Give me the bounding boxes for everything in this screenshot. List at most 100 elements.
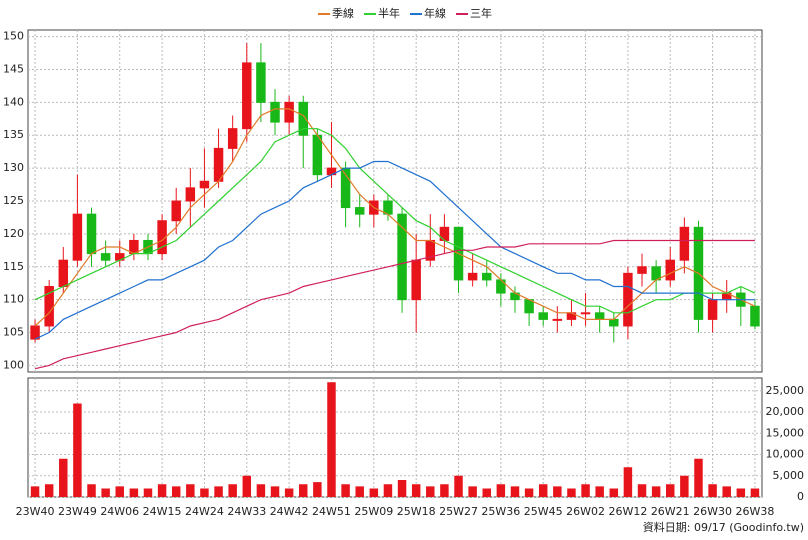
candle-body — [580, 312, 591, 315]
x-tick-label: 24W51 — [312, 505, 351, 518]
volume-bar — [510, 486, 520, 497]
volume-bar — [609, 488, 619, 497]
candle-body — [72, 213, 83, 261]
volume-bar — [115, 486, 124, 497]
volume-bar — [270, 486, 280, 497]
volume-bar — [397, 480, 407, 497]
candle-body — [679, 226, 690, 261]
y-tick-label: 120 — [3, 227, 24, 240]
y-tick-label: 140 — [3, 95, 24, 108]
volume-tick-label: 20,000 — [766, 405, 805, 418]
volume-bar — [524, 488, 534, 497]
candle-body — [623, 272, 633, 327]
volume-bar — [581, 484, 590, 497]
volume-bar — [736, 488, 746, 497]
volume-bar — [708, 484, 717, 497]
volume-bar — [101, 488, 110, 497]
volume-bar — [284, 488, 294, 497]
candle-body — [227, 128, 238, 149]
x-tick-label: 24W33 — [227, 505, 266, 518]
volume-tick-label: 15,000 — [766, 426, 805, 439]
candle-body — [707, 299, 718, 320]
volume-bar — [383, 484, 393, 497]
volume-frame — [27, 377, 763, 498]
volume-tick-label: 10,000 — [766, 448, 805, 461]
x-tick-label: 26W30 — [693, 505, 732, 518]
volume-bar — [496, 484, 506, 497]
volume-bar — [651, 486, 661, 497]
candle-body — [199, 180, 210, 189]
volume-bar — [538, 484, 548, 497]
x-tick-label: 24W42 — [270, 505, 309, 518]
volume-bar — [171, 486, 181, 497]
volume-bar — [59, 458, 68, 497]
volume-bar — [214, 486, 223, 497]
volume-bar — [623, 467, 633, 497]
volume-bar — [341, 484, 350, 497]
candle-body — [552, 318, 563, 321]
candle-body — [354, 207, 365, 215]
volume-bar — [454, 475, 463, 497]
y-tick-label: 125 — [3, 194, 24, 207]
volume-bar — [30, 486, 40, 497]
volume-bar — [186, 484, 195, 497]
candle-body — [397, 213, 407, 301]
volume-bar — [129, 488, 139, 497]
y-tick-label: 150 — [3, 30, 24, 43]
volume-bar — [750, 488, 760, 497]
candle-body — [58, 259, 69, 288]
ma-line — [34, 108, 756, 327]
y-tick-label: 135 — [3, 128, 24, 141]
y-tick-label: 105 — [3, 326, 24, 339]
volume-bar — [553, 486, 562, 497]
candle-body — [284, 101, 294, 123]
candle-body — [185, 187, 196, 202]
candle-body — [298, 101, 308, 136]
volume-bar — [637, 484, 647, 497]
y-tick-label: 110 — [3, 293, 24, 306]
candle-body — [30, 325, 40, 340]
candle-body — [538, 312, 548, 320]
volume-bar — [666, 484, 675, 497]
volume-bar — [44, 484, 54, 497]
candle-body — [242, 62, 252, 130]
volume-bar — [567, 488, 576, 497]
x-tick-label: 23W49 — [58, 505, 97, 518]
candle-body — [594, 312, 605, 320]
volume-bar — [242, 475, 252, 497]
ma-line — [34, 160, 755, 340]
x-tick-label: 24W24 — [185, 505, 224, 518]
legend-label: 三年 — [470, 6, 492, 20]
x-tick-label: 23W40 — [16, 505, 55, 518]
volume-bar — [482, 488, 491, 497]
volume-bar — [143, 488, 153, 497]
x-tick-label: 25W45 — [524, 505, 563, 518]
volume-bar — [426, 486, 435, 497]
footer: 資料日期: 09/17 (Goodinfo.tw) — [643, 520, 804, 534]
x-tick-label: 24W06 — [100, 505, 139, 518]
volume-bar — [595, 486, 604, 497]
y-tick-label: 115 — [3, 260, 24, 273]
volume-bar — [722, 486, 731, 497]
legend-label: 半年 — [378, 6, 400, 20]
candle-body — [750, 305, 760, 327]
candle-body — [665, 259, 675, 281]
volume-bar — [256, 484, 266, 497]
candle-body — [44, 286, 54, 327]
candle-body — [100, 253, 111, 261]
volume-bar — [157, 484, 167, 497]
candle-body — [609, 318, 619, 327]
candle-body — [171, 200, 181, 222]
ma-line — [34, 128, 756, 314]
x-tick-label: 26W21 — [651, 505, 690, 518]
candle-body — [637, 266, 647, 274]
x-tick-label: 25W27 — [439, 505, 478, 518]
candle-body — [467, 272, 478, 281]
volume-tick-label: 25,000 — [766, 384, 805, 397]
volume-bar — [411, 484, 421, 497]
volume-bar — [73, 403, 82, 497]
x-tick-label: 26W02 — [566, 505, 605, 518]
volume-bar — [680, 475, 689, 497]
candle-body — [270, 101, 280, 123]
